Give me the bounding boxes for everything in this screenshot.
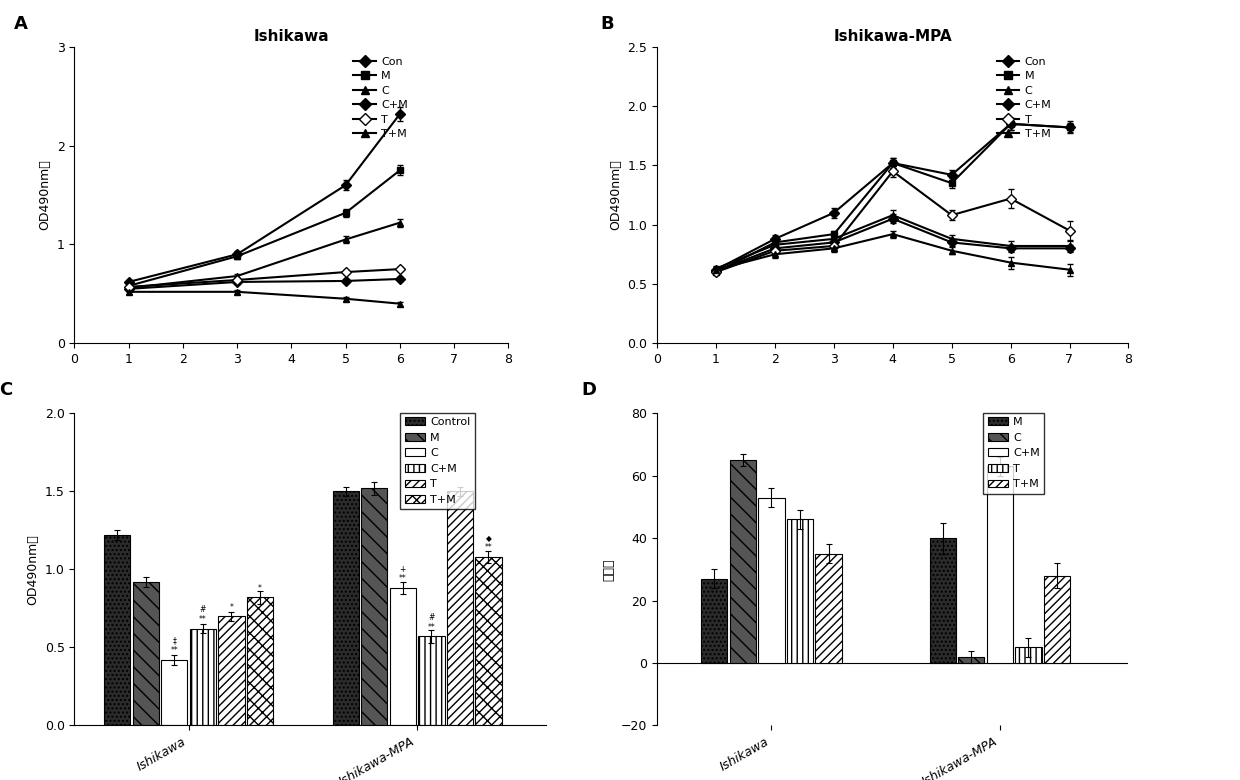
Text: D: D xyxy=(582,381,596,399)
Y-axis label: 抑制率: 抑制率 xyxy=(603,558,615,580)
Text: B: B xyxy=(600,15,614,33)
Y-axis label: OD490nm值: OD490nm值 xyxy=(609,160,622,230)
Text: *: * xyxy=(258,583,262,593)
Text: ‡
**: ‡ ** xyxy=(170,636,179,655)
Text: *: * xyxy=(229,602,233,612)
Bar xyxy=(161,660,187,725)
Bar xyxy=(759,498,785,663)
Bar xyxy=(930,538,956,663)
Legend: Control, M, C, C+M, T, T+M: Control, M, C, C+M, T, T+M xyxy=(401,413,475,509)
Title: Ishikawa: Ishikawa xyxy=(254,29,329,44)
Text: #
**: # ** xyxy=(428,613,435,632)
Bar xyxy=(475,557,502,725)
Legend: Con, M, C, C+M, T, T+M: Con, M, C, C+M, T, T+M xyxy=(992,52,1056,144)
Bar xyxy=(729,460,756,663)
Text: ◆
**: ◆ ** xyxy=(485,534,492,552)
Text: C: C xyxy=(0,381,12,399)
Bar xyxy=(247,597,273,725)
Text: #
**: # ** xyxy=(200,605,207,624)
Bar xyxy=(389,588,415,725)
Bar xyxy=(190,629,216,725)
Legend: M, C, C+M, T, T+M: M, C, C+M, T, T+M xyxy=(983,413,1044,494)
Bar xyxy=(987,466,1013,663)
Bar xyxy=(418,636,444,725)
Legend: Con, M, C, C+M, T, T+M: Con, M, C, C+M, T, T+M xyxy=(348,52,413,144)
Bar xyxy=(218,616,244,725)
Y-axis label: OD490nm值: OD490nm值 xyxy=(38,160,51,230)
Text: +
**: + ** xyxy=(399,565,407,583)
Bar xyxy=(133,582,159,725)
Bar xyxy=(361,488,387,725)
Bar xyxy=(104,535,130,725)
Bar xyxy=(816,554,842,663)
Bar xyxy=(446,491,474,725)
Y-axis label: OD490nm值: OD490nm值 xyxy=(26,534,40,604)
Bar xyxy=(787,519,813,663)
Bar xyxy=(701,579,728,663)
Bar xyxy=(1044,576,1070,663)
Bar xyxy=(332,491,358,725)
Bar xyxy=(959,657,985,663)
Text: A: A xyxy=(14,15,27,33)
Bar xyxy=(1016,647,1042,663)
Title: Ishikawa-MPA: Ishikawa-MPA xyxy=(833,29,952,44)
